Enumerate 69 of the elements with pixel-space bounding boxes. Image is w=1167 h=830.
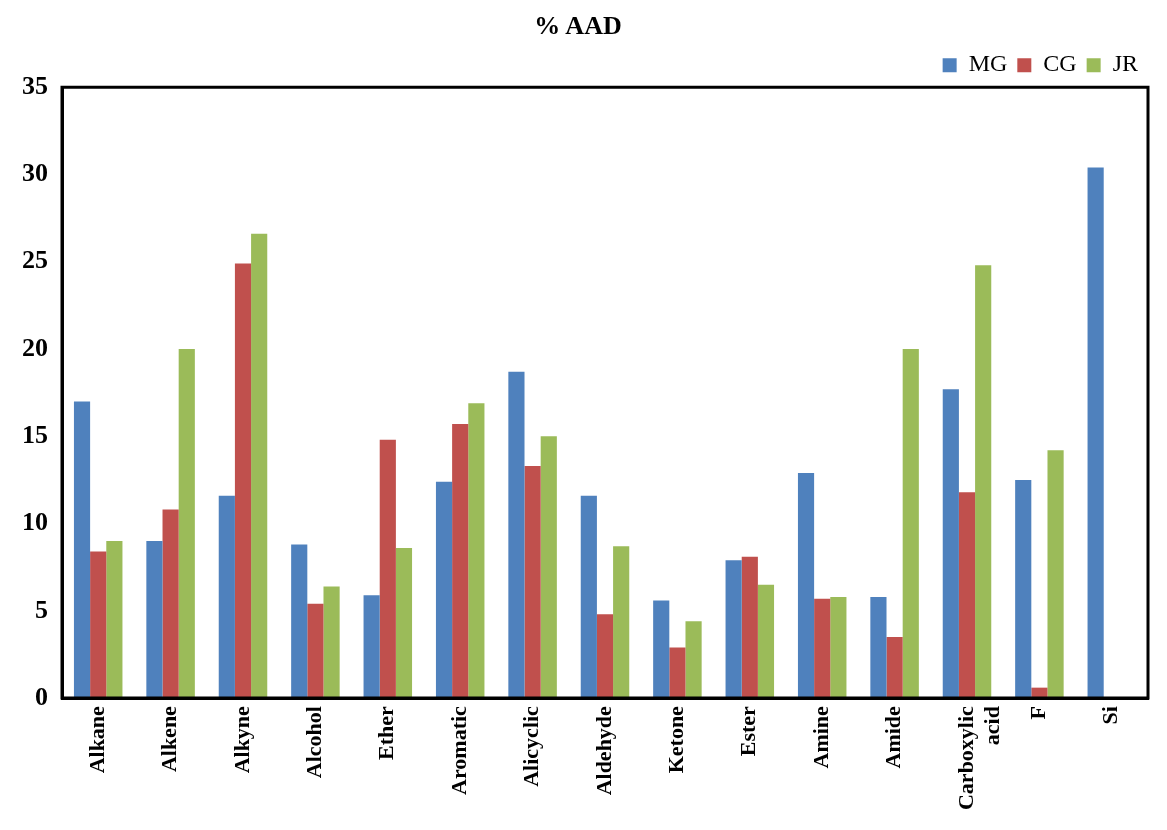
- bar: [178, 349, 195, 699]
- bar: [540, 436, 557, 699]
- legend-label: JR: [1112, 50, 1139, 77]
- y-tick-label: 15: [22, 420, 48, 450]
- x-tick-label: F: [1025, 706, 1051, 720]
- bar: [1015, 479, 1032, 699]
- bar: [741, 556, 758, 699]
- bar: [307, 603, 324, 699]
- bar: [596, 614, 614, 699]
- bar: [363, 595, 380, 699]
- bar: [830, 596, 847, 699]
- bar: [653, 600, 670, 699]
- bar: [725, 560, 742, 699]
- bar: [886, 637, 903, 699]
- x-tick-label: Ketone: [663, 705, 689, 774]
- bar: [234, 263, 252, 699]
- y-tick-label: 25: [22, 245, 48, 275]
- x-tick-label: Ether: [373, 705, 399, 760]
- bar: [73, 401, 91, 699]
- bar: [90, 551, 107, 699]
- bar: [524, 465, 541, 699]
- x-tick-label: Aldehyde: [590, 705, 616, 796]
- bar: [669, 647, 686, 699]
- bar: [870, 596, 887, 699]
- bar: [251, 233, 268, 699]
- bar: [452, 424, 469, 699]
- chart-title: % AAD: [534, 11, 622, 41]
- bar: [1087, 167, 1104, 699]
- y-tick-label: 10: [22, 507, 48, 537]
- x-tick-label: Alkane: [83, 705, 109, 774]
- bar: [975, 265, 992, 699]
- x-tick-label: Amine: [807, 705, 833, 769]
- y-tick-label: 35: [22, 70, 48, 100]
- bar: [106, 541, 123, 699]
- bar: [435, 481, 453, 699]
- x-tick-label: Amide: [880, 705, 906, 769]
- bar: [797, 472, 815, 699]
- bar: [508, 371, 525, 699]
- y-tick-label: 20: [22, 332, 48, 362]
- x-tick-label: Alkene: [156, 705, 182, 773]
- legend-label: MG: [968, 50, 1008, 77]
- bar: [685, 621, 702, 699]
- bar: [218, 495, 235, 699]
- bar: [613, 546, 630, 699]
- bar: [757, 584, 775, 699]
- y-tick-label: 0: [35, 681, 48, 711]
- bar: [162, 509, 179, 699]
- bar: [942, 389, 959, 699]
- x-tick-label: Aromatic: [445, 705, 471, 795]
- bar: [902, 349, 919, 699]
- x-tick-label: Alicyclic: [518, 705, 544, 787]
- bar: [323, 586, 340, 699]
- x-tick-label: Si: [1097, 706, 1123, 725]
- x-tick-label: Carboxylic acid: [952, 705, 1005, 811]
- x-tick-label: Alkyne: [228, 705, 254, 774]
- bar: [395, 548, 413, 699]
- bar: [814, 598, 831, 699]
- legend-label: CG: [1043, 50, 1077, 77]
- x-tick-label: Ester: [735, 705, 761, 757]
- bar: [146, 541, 163, 699]
- bar: [580, 495, 597, 699]
- y-tick-label: 5: [35, 594, 48, 624]
- bar: [291, 544, 308, 699]
- bar: [379, 439, 396, 699]
- bar: [958, 492, 976, 699]
- bar: [468, 403, 485, 699]
- x-tick-label: Alcohol: [301, 706, 327, 779]
- bar: [1047, 450, 1064, 699]
- y-tick-label: 30: [22, 158, 48, 188]
